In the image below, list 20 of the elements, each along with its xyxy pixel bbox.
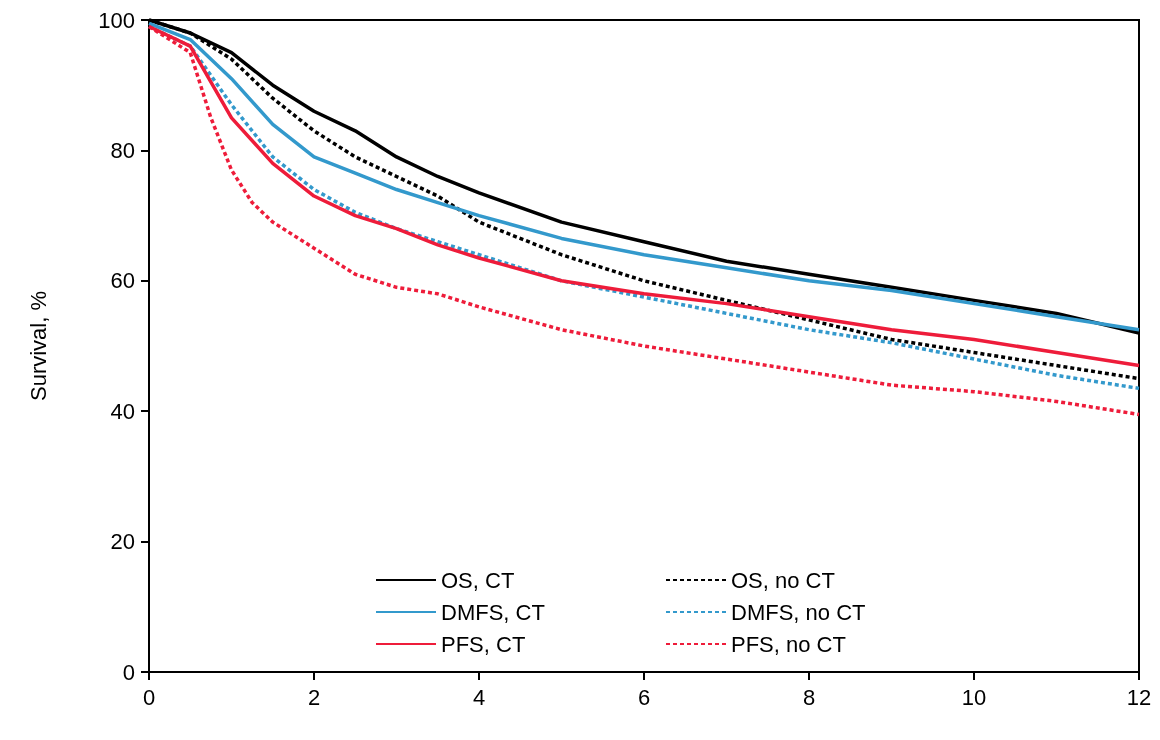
- legend-label: DMFS, no CT: [731, 599, 866, 625]
- x-tick-label: 10: [961, 684, 987, 710]
- x-tick-label: 6: [637, 684, 651, 710]
- y-tick-label: 100: [98, 7, 135, 33]
- x-tick-label: 4: [472, 684, 486, 710]
- legend-label: PFS, CT: [441, 631, 526, 657]
- x-tick-label: 12: [1126, 684, 1152, 710]
- y-tick-label: 80: [110, 137, 135, 163]
- legend-label: DMFS, CT: [441, 599, 545, 625]
- y-tick-label: 20: [110, 529, 135, 555]
- x-tick-label: 8: [802, 684, 816, 710]
- y-tick-label: 40: [110, 398, 135, 424]
- y-tick-label: 0: [122, 659, 135, 685]
- y-tick-label: 60: [110, 268, 135, 294]
- x-tick-label: 2: [307, 684, 321, 710]
- legend-label: OS, no CT: [731, 567, 835, 593]
- x-tick-label: 0: [142, 684, 156, 710]
- y-axis-title: Survival, %: [25, 290, 51, 402]
- legend-label: PFS, no CT: [731, 631, 846, 657]
- legend-label: OS, CT: [441, 567, 515, 593]
